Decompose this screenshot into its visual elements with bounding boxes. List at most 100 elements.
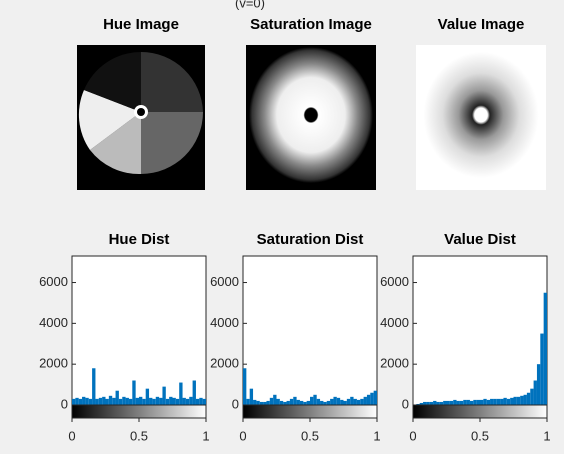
x-tick-label: 0.5 [471, 428, 489, 443]
y-tick-label: 6000 [380, 274, 409, 289]
bar [374, 391, 377, 405]
y-tick-label: 6000 [210, 274, 239, 289]
bar [450, 401, 453, 405]
bar [183, 398, 186, 405]
x-tick-label: 0.5 [130, 428, 148, 443]
bar [433, 401, 436, 405]
bar [169, 397, 172, 405]
bar [443, 401, 446, 405]
bar [503, 398, 506, 405]
bar [250, 389, 253, 405]
y-tick-label: 6000 [39, 274, 68, 289]
bar [527, 393, 530, 405]
bar [139, 397, 142, 405]
bar [460, 401, 463, 405]
bar [340, 400, 343, 405]
bar [122, 397, 125, 405]
bar [132, 381, 135, 405]
bar [79, 399, 82, 405]
bar [337, 398, 340, 405]
bar [330, 399, 333, 405]
bar [199, 398, 202, 405]
bar [109, 396, 112, 405]
bar [520, 396, 523, 405]
bar [447, 401, 450, 405]
y-tick-label: 2000 [210, 356, 239, 371]
bar [179, 383, 182, 405]
bar [480, 400, 483, 405]
bar [354, 399, 357, 405]
bar [176, 399, 179, 405]
bar [367, 395, 370, 405]
bar [193, 381, 196, 405]
bar [347, 399, 350, 405]
bar [290, 399, 293, 405]
bar [246, 399, 249, 405]
image-title: Value Image [438, 16, 525, 33]
bar [544, 293, 547, 405]
bar [487, 400, 490, 405]
bar [457, 401, 460, 405]
y-tick-label: 4000 [380, 315, 409, 330]
axes-box [413, 256, 547, 405]
bar [162, 387, 165, 405]
bar [507, 399, 510, 405]
figure: (v=0) Hue ImageSaturation ImageValue Ima… [0, 0, 564, 454]
bar [273, 395, 276, 405]
bar [467, 400, 470, 405]
bar [497, 399, 500, 405]
bar [317, 399, 320, 405]
bar [129, 399, 132, 405]
bar [136, 398, 139, 405]
y-tick-label: 2000 [380, 356, 409, 371]
bar [146, 389, 149, 405]
bar [293, 397, 296, 405]
bar [287, 401, 290, 405]
bar [500, 399, 503, 405]
bar [297, 400, 300, 405]
bar [333, 397, 336, 405]
bar [72, 399, 75, 405]
x-tick-label: 1 [202, 428, 209, 443]
bar [203, 399, 206, 405]
bar [270, 398, 273, 405]
bar [173, 398, 176, 405]
bar [344, 401, 347, 405]
bar [514, 397, 517, 405]
y-tick-label: 2000 [39, 356, 68, 371]
bar [119, 399, 122, 405]
bar [243, 368, 246, 405]
bar [537, 364, 540, 405]
bar [95, 399, 98, 405]
chart-title: Value Dist [444, 231, 516, 248]
bar [357, 400, 360, 405]
image-title: Hue Image [103, 16, 179, 33]
bar [89, 399, 92, 405]
y-tick-label: 0 [402, 396, 409, 411]
bar [189, 397, 192, 405]
bar [364, 397, 367, 405]
y-tick-label: 0 [61, 396, 68, 411]
bar [473, 400, 476, 405]
bar [186, 399, 189, 405]
image-title: Saturation Image [250, 16, 372, 33]
bar [453, 400, 456, 405]
colorbar [243, 405, 377, 418]
chart-title: Hue Dist [109, 231, 170, 248]
bar [313, 395, 316, 405]
hue-image [77, 45, 205, 190]
bar [327, 401, 330, 405]
bar [280, 401, 283, 405]
bar [266, 401, 269, 405]
x-tick-label: 1 [543, 428, 550, 443]
x-tick-label: 0 [68, 428, 75, 443]
bar [320, 401, 323, 405]
bar [75, 398, 78, 405]
bar [360, 399, 363, 405]
bar [300, 401, 303, 405]
y-tick-label: 0 [232, 396, 239, 411]
bar [112, 398, 115, 405]
bar [156, 397, 159, 405]
bar [524, 395, 527, 405]
bar [92, 368, 95, 405]
